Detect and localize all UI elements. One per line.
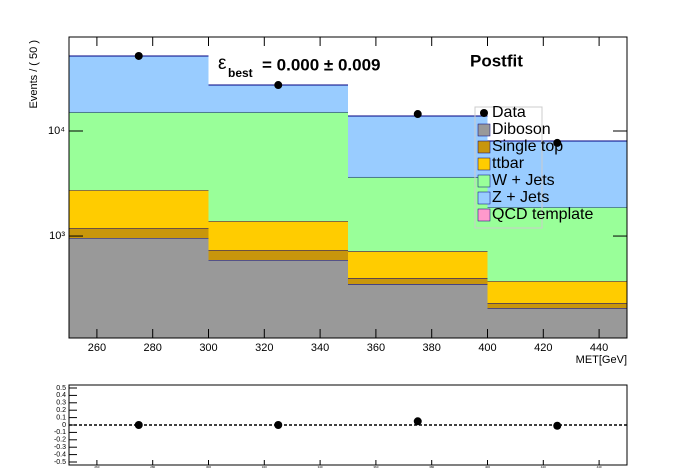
stack-bar xyxy=(348,176,488,252)
x-tick-label: 320 xyxy=(262,465,267,469)
y-tick-label: 0.3 xyxy=(56,400,66,407)
legend-swatch xyxy=(477,191,491,205)
legend-swatch xyxy=(477,123,491,137)
stack-bar xyxy=(348,284,488,338)
legend-label: Data xyxy=(492,104,526,121)
stack-bar xyxy=(208,250,348,261)
stack-bar xyxy=(208,85,348,112)
y-tick-label: -0.1 xyxy=(54,429,66,436)
x-tick-label: 260 xyxy=(88,342,106,354)
legend-swatch xyxy=(477,157,491,171)
stack-bar xyxy=(69,55,209,112)
stack-bar xyxy=(348,115,488,177)
legend-swatch xyxy=(477,208,491,222)
y-tick-label: 0.4 xyxy=(56,392,66,399)
legend-marker xyxy=(480,109,488,117)
legend-box xyxy=(474,106,543,229)
fit-value: = 0.000 ± 0.009 xyxy=(262,55,381,74)
x-tick-label: 380 xyxy=(429,465,434,469)
stack-bar xyxy=(487,207,627,282)
y-tick-label: 0 xyxy=(62,422,66,429)
x-tick-label: 340 xyxy=(311,342,329,354)
y-tick-label: -0.4 xyxy=(54,451,66,458)
x-tick-label: 260 xyxy=(94,465,99,469)
y-tick-label: 10³ xyxy=(49,230,65,242)
x-tick-label: 420 xyxy=(541,465,546,469)
stack-bar xyxy=(208,111,348,222)
legend-label: Diboson xyxy=(492,121,551,138)
x-tick-label: 320 xyxy=(255,342,273,354)
x-tick-label: 360 xyxy=(373,465,378,469)
legend-label: Single top xyxy=(492,138,563,155)
ratio-point xyxy=(413,417,422,426)
x-tick-label: 440 xyxy=(597,465,602,469)
x-tick-label: 340 xyxy=(318,465,323,469)
legend-label: Z + Jets xyxy=(492,189,549,206)
y-axis-label: Events / ( 50 ) xyxy=(28,40,40,108)
legend-label: ttbar xyxy=(492,155,525,172)
y-tick-label: 0.1 xyxy=(56,414,66,421)
data-point xyxy=(553,138,562,147)
ratio-point xyxy=(553,421,562,430)
epsilon: ε xyxy=(218,53,227,74)
legend-swatch xyxy=(477,174,491,188)
stack-bar xyxy=(487,308,627,338)
stack-bar xyxy=(487,281,627,304)
x-tick-label: 300 xyxy=(199,342,217,354)
legend-label: QCD template xyxy=(492,206,593,223)
x-tick-label: 400 xyxy=(485,465,490,469)
x-tick-label: 280 xyxy=(150,465,155,469)
epsilon-sub: best xyxy=(228,66,253,80)
y-tick-label: 10⁴ xyxy=(48,125,65,137)
plot-frame xyxy=(68,36,628,339)
stack-bar xyxy=(348,251,488,279)
x-tick-label: 440 xyxy=(590,342,608,354)
legend-swatch xyxy=(477,140,491,154)
x-tick-label: 360 xyxy=(367,342,385,354)
ratio-point xyxy=(274,421,283,429)
x-tick-label: 400 xyxy=(478,342,496,354)
stack-bar xyxy=(487,140,627,208)
stack-bar xyxy=(208,221,348,251)
stack-bar xyxy=(69,238,209,338)
x-tick-label: 420 xyxy=(534,342,552,354)
legend-label: W + Jets xyxy=(492,172,555,189)
stack-bar xyxy=(487,303,627,309)
stack-bar xyxy=(69,190,209,229)
x-tick-label: 280 xyxy=(144,342,162,354)
postfit-label: Postfit xyxy=(470,51,523,70)
y-tick-label: -0.3 xyxy=(54,444,66,451)
data-point xyxy=(274,81,283,90)
y-tick-label: -0.5 xyxy=(54,459,66,466)
stack-bar xyxy=(69,111,209,191)
x-axis-label: MET[GeV] xyxy=(576,354,627,366)
ratio-point xyxy=(134,421,143,429)
x-tick-label: 300 xyxy=(206,465,211,469)
y-tick-label: 0.5 xyxy=(56,385,66,392)
data-point xyxy=(134,51,143,60)
stack-bar xyxy=(348,278,488,285)
x-tick-label: 380 xyxy=(423,342,441,354)
stack-bar xyxy=(208,260,348,338)
y-tick-label: 0.2 xyxy=(56,407,66,414)
data-point xyxy=(413,110,422,119)
stack-bar xyxy=(69,228,209,239)
y-tick-label: -0.2 xyxy=(54,437,66,444)
